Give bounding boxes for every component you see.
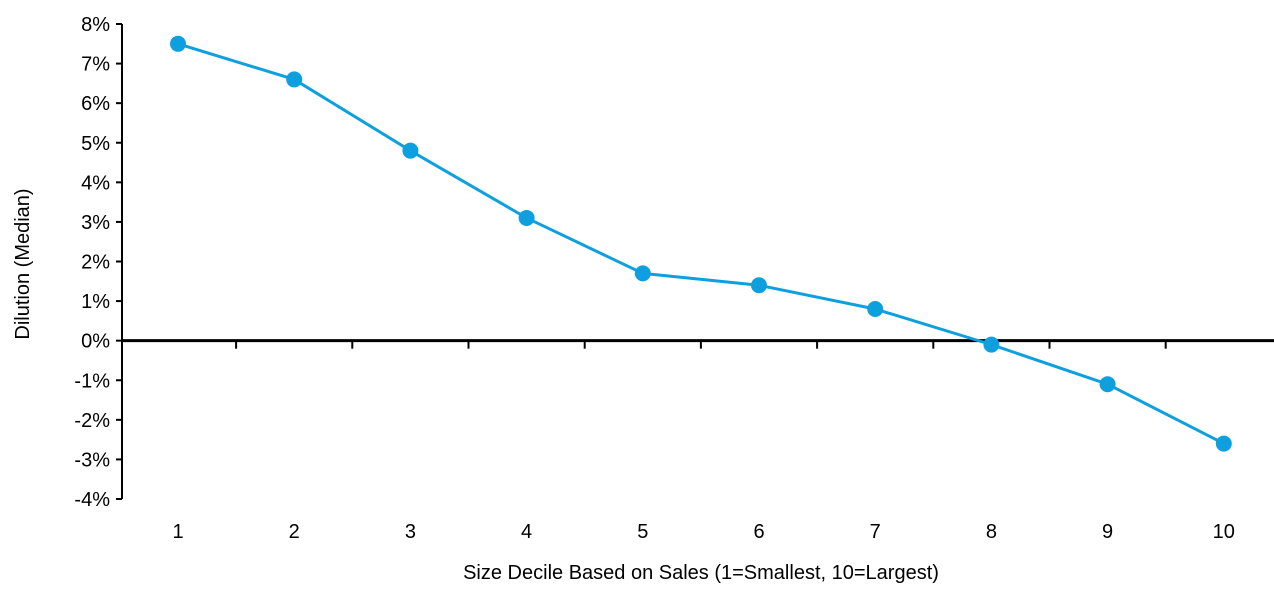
x-tick-label: 5: [637, 521, 648, 543]
x-tick-label: 7: [870, 521, 881, 543]
y-tick-label: -2%: [74, 410, 110, 432]
y-tick-label: 1%: [81, 291, 110, 313]
y-tick-label: 6%: [81, 93, 110, 115]
data-point: [751, 277, 767, 294]
x-tick-label: 6: [753, 521, 764, 543]
data-point: [402, 142, 419, 159]
x-tick-label: 10: [1213, 521, 1235, 543]
series-line: [177, 42, 1225, 445]
data-point: [518, 209, 535, 226]
data-point: [867, 301, 884, 317]
y-tick-label: -3%: [74, 449, 110, 471]
series-layer: [170, 35, 1232, 452]
x-tick-label: 9: [1102, 521, 1113, 543]
y-tick-label: 5%: [81, 133, 110, 155]
y-tick-label: 0%: [81, 331, 110, 353]
y-tick-label: 2%: [81, 252, 110, 274]
y-tick-label: 8%: [81, 14, 110, 36]
data-point: [1099, 376, 1116, 393]
data-point: [634, 265, 651, 282]
data-point: [1215, 435, 1232, 452]
x-tick-label: 8: [986, 521, 997, 543]
data-point: [983, 336, 1000, 353]
y-axis-title: Dilution (Median): [12, 188, 34, 339]
y-tick-label: -1%: [74, 370, 110, 392]
y-axis: 8% 7% 6% 5% 4% 3% 2% 1% 0% -1% -2% -3% -4%: [74, 14, 123, 511]
x-tick-label: 1: [172, 521, 183, 543]
y-tick-label: 7%: [81, 54, 110, 76]
x-tick-label: 2: [289, 521, 300, 543]
y-tick-label: 3%: [81, 212, 110, 234]
data-point: [286, 71, 303, 88]
y-tick-label: -4%: [74, 489, 110, 511]
x-tick-label: 4: [521, 521, 532, 543]
x-tick-label: 3: [405, 521, 416, 543]
x-axis-title: Size Decile Based on Sales (1=Smallest, …: [463, 562, 939, 584]
data-point: [170, 35, 186, 52]
x-axis: 1 2 3 4 5 6 7 8 9 10: [122, 339, 1274, 543]
y-tick-label: 4%: [81, 172, 110, 194]
